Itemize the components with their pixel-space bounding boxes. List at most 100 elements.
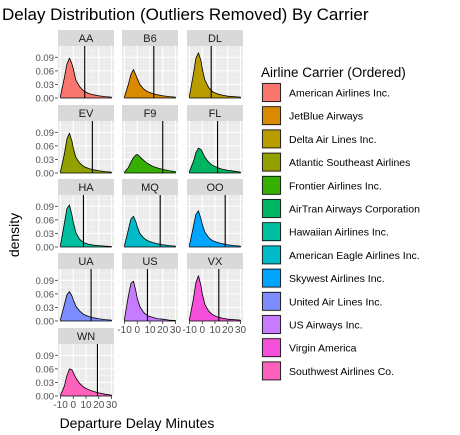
legend-label: American Eagle Airlines Inc. <box>289 250 420 262</box>
panel-dl: DL <box>187 30 243 99</box>
legend-items: American Airlines Inc. JetBlue Airways Del… <box>261 82 420 382</box>
legend-label: Atlantic Southeast Airlines <box>289 157 410 169</box>
panel-ha: HA 0.00 0.03 0.06 0.09 <box>36 179 114 254</box>
facet-strip-label: OO <box>206 182 224 194</box>
y-tick-label: 0.09 <box>36 276 55 287</box>
y-tick-label: 0.03 <box>36 155 55 166</box>
facet-panels: AA 0.00 0.03 0.06 0.09 B6 DL EV 0.00 0.03 0.06 0.09… <box>36 30 246 411</box>
y-tick-label: 0.09 <box>36 128 55 139</box>
y-tick-label: 0.09 <box>36 53 55 64</box>
panel-aa: AA 0.00 0.03 0.06 0.09 <box>36 30 114 105</box>
facet-strip-label: WN <box>77 331 95 343</box>
facet-strip <box>122 253 178 269</box>
y-tick-label: 0.09 <box>36 351 55 362</box>
legend-item-wn: Southwest Airlines Co. <box>261 360 394 382</box>
density-area-ua <box>60 291 112 322</box>
y-tick-label: 0.03 <box>36 303 55 314</box>
y-tick-label: 0.00 <box>36 94 55 105</box>
legend-item-oo: Skywest Airlines Inc. <box>261 267 385 289</box>
legend-item-f9: Frontier Airlines Inc. <box>261 174 382 196</box>
facet-strip-label: HA <box>78 182 94 194</box>
legend-item-ua: United Air Lines Inc. <box>261 290 382 312</box>
density-area-mq <box>124 215 176 248</box>
legend-label: US Airways Inc. <box>289 320 363 332</box>
density-area-f9 <box>124 154 176 174</box>
y-tick-label: 0.06 <box>36 289 55 300</box>
density-area-wn <box>60 368 112 397</box>
legend-title: Airline Carrier (Ordered) <box>261 65 406 80</box>
density-area-b6 <box>124 69 176 99</box>
legend-swatch <box>262 175 281 195</box>
facet-strip <box>58 30 114 46</box>
y-tick-label: 0.06 <box>36 364 55 375</box>
legend-swatch <box>262 315 281 334</box>
legend-item-aa: American Airlines Inc. <box>261 82 390 103</box>
legend-item-dl: Delta Air Lines Inc. <box>261 128 377 150</box>
x-tick-label: 0 <box>134 325 140 336</box>
legend-item-fl: AirTran Airways Corporation <box>261 198 420 219</box>
panel-fl: FL <box>187 105 243 174</box>
x-tick-label: 20 <box>222 325 234 336</box>
facet-strip <box>187 30 243 46</box>
y-tick-label: 0.06 <box>36 215 55 226</box>
y-tick-label: 0.00 <box>36 392 55 403</box>
panel-mq: MQ <box>122 179 178 248</box>
facet-strip-label: AA <box>79 33 94 45</box>
facet-strip-label: VX <box>208 256 223 268</box>
panel-b6: B6 <box>122 30 178 99</box>
density-area-us <box>124 280 176 322</box>
legend-label: JetBlue Airways <box>289 111 363 123</box>
legend-item-us: US Airways Inc. <box>261 314 363 335</box>
panel-ev: EV 0.00 0.03 0.06 0.09 <box>36 105 114 180</box>
y-tick-label: 0.00 <box>36 317 55 328</box>
density-area-vx <box>189 275 241 322</box>
legend-item-ha: Hawaiian Airlines Inc. <box>261 221 389 243</box>
y-tick-label: 0.03 <box>36 80 55 91</box>
facet-strip-label: F9 <box>144 108 157 120</box>
legend-label: Southwest Airlines Co. <box>289 366 394 378</box>
facet-strip <box>187 253 243 269</box>
facet-strip <box>58 105 114 121</box>
legend-label: Delta Air Lines Inc. <box>289 134 377 146</box>
panel-ua: UA 0.00 0.03 0.06 0.09 <box>36 253 114 328</box>
x-tick-label: 0 <box>70 400 76 411</box>
legend-label: Hawaiian Airlines Inc. <box>289 227 389 239</box>
density-area-fl <box>189 147 241 174</box>
y-tick-label: 0.06 <box>36 66 55 77</box>
facet-strip <box>187 179 243 195</box>
panel-oo: OO <box>187 179 243 248</box>
x-tick-label: 10 <box>80 400 92 411</box>
facet-strip <box>58 253 114 269</box>
legend-swatch <box>262 222 281 242</box>
legend-swatch <box>262 268 281 288</box>
y-tick-label: 0.06 <box>36 141 55 152</box>
x-tick-label: -10 <box>117 325 132 336</box>
legend: Airline Carrier (Ordered) American Airli… <box>261 65 420 382</box>
legend-swatch <box>262 338 281 358</box>
x-tick-label: 10 <box>144 325 156 336</box>
x-tick-label: 30 <box>106 400 118 411</box>
y-tick-label: 0.03 <box>36 378 55 389</box>
chart-title: Delay Distribution (Outliers Removed) By… <box>2 5 369 24</box>
facet-strip <box>58 328 114 344</box>
density-area-aa <box>60 57 112 99</box>
legend-item-mq: American Eagle Airlines Inc. <box>261 244 420 266</box>
legend-swatch <box>262 83 281 102</box>
y-tick-label: 0.09 <box>36 202 55 213</box>
legend-swatch <box>262 129 281 149</box>
facet-strip-label: B6 <box>143 33 156 45</box>
y-tick-label: 0.00 <box>36 243 55 254</box>
facet-strip-label: MQ <box>141 182 159 194</box>
legend-label: United Air Lines Inc. <box>289 296 382 308</box>
density-area-ev <box>60 132 112 174</box>
y-axis-title: density <box>6 213 22 257</box>
x-tick-label: -10 <box>182 325 197 336</box>
y-tick-label: 0.03 <box>36 229 55 240</box>
panel-wn: WN 0.00 0.03 0.06 0.09 -10 0 10 20 30 <box>36 328 118 411</box>
x-tick-label: 30 <box>170 325 182 336</box>
x-tick-label: 20 <box>93 400 105 411</box>
density-area-oo <box>189 210 241 248</box>
x-tick-label: 10 <box>209 325 221 336</box>
legend-label: Frontier Airlines Inc. <box>289 180 382 192</box>
